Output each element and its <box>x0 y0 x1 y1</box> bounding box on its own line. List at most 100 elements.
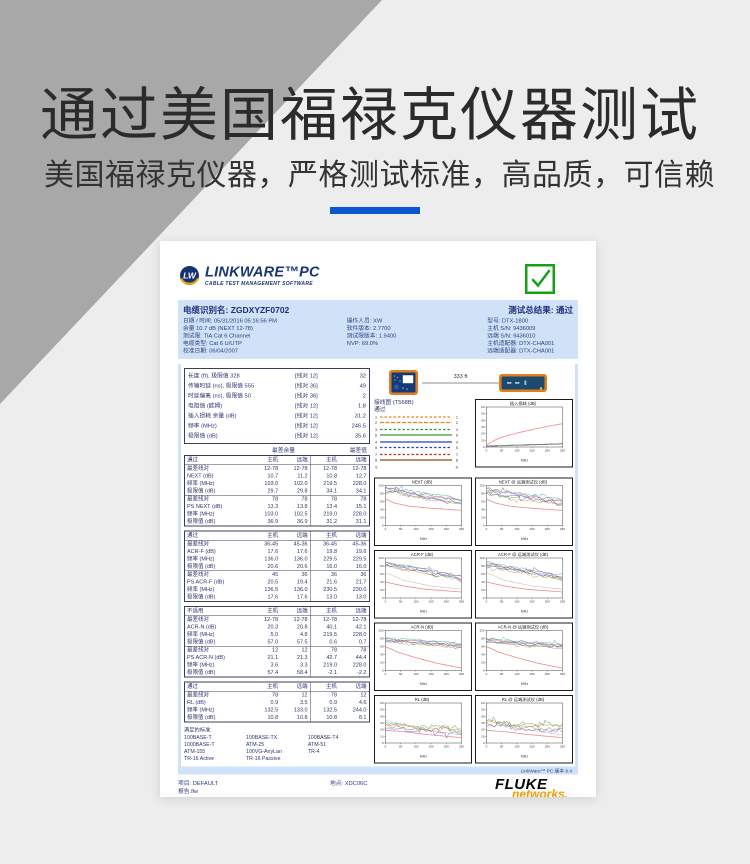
table-row: PS ACR-N (dB) 21.1 21.3 42.7 44.4 <box>187 654 367 662</box>
svg-text:250: 250 <box>560 449 565 453</box>
table-row: 极限值 (dB) [线对 12] 35.6 <box>188 433 366 439</box>
svg-text:0: 0 <box>382 596 384 600</box>
svg-text:200: 200 <box>545 449 550 453</box>
table-row: 频率 (MHz) [线对 12] 246.5 <box>188 423 366 429</box>
svg-text:60: 60 <box>380 500 384 504</box>
worst-value-label: 最差值 <box>349 447 367 454</box>
header-info-col2: 操作人员: XW 软件版本: 2.7700 测试限版本: 1.9400 NVP: 69… <box>347 318 487 356</box>
header-info-line: 主机适配器: DTX-CHA001 <box>487 340 555 347</box>
svg-text:60: 60 <box>481 572 485 576</box>
svg-text:40: 40 <box>380 580 384 584</box>
svg-text:250: 250 <box>560 527 565 531</box>
cable-id: 电缆识别名: ZGDXYZF0702 <box>183 305 290 316</box>
table-row: 频率 (MHz) 132.5 133.0 132.5 244.0 <box>187 706 367 714</box>
svg-text:200: 200 <box>545 672 550 676</box>
svg-text:50: 50 <box>399 600 403 604</box>
svg-text:5: 5 <box>456 446 458 450</box>
svg-text:50: 50 <box>500 527 504 531</box>
overall-result: 测试总结果: 通过 <box>508 305 573 316</box>
svg-text:200: 200 <box>545 600 550 604</box>
svg-text:3: 3 <box>375 428 377 432</box>
svg-text:100: 100 <box>378 556 383 560</box>
svg-text:100: 100 <box>479 556 484 560</box>
svg-text:50: 50 <box>399 672 403 676</box>
svg-text:150: 150 <box>530 672 535 676</box>
linkware-logo-icon: LW <box>178 264 201 290</box>
svg-text:1: 1 <box>375 416 377 420</box>
linkware-logo-text: LINKWARE™PC CABLE TEST MANAGEMENT SOFTWA… <box>205 264 320 287</box>
table-row: ACR-N (dB) 20.3 20.8 40.1 42.1 <box>187 623 367 631</box>
svg-text:2: 2 <box>456 421 458 425</box>
mini-chart: ACR-F @ 远端测试仪 (dB) 0 20 40 60 80 100 0 50 100 150 2… <box>475 550 573 619</box>
header-info-line: 主机 S/N: 9436009 <box>487 325 536 332</box>
svg-text:0: 0 <box>385 672 387 676</box>
banner-title: 通过美国福禄克仪器测试 <box>40 83 701 148</box>
version-note: LinkWare™ PC 版本 9.4 <box>520 768 572 775</box>
svg-text:20: 20 <box>380 728 384 732</box>
svg-text:20: 20 <box>481 728 485 732</box>
svg-text:50: 50 <box>380 708 384 712</box>
table-row: 频率 (MHz) 3.6 3.3 219.0 228.0 <box>187 661 367 669</box>
svg-text:80: 80 <box>380 637 384 641</box>
worst-labels: 最差余量 最差值 <box>184 444 370 455</box>
svg-text:30: 30 <box>380 721 384 725</box>
svg-text:MHz: MHz <box>420 682 427 686</box>
header-info-line: 软件版本: 2.7700 <box>346 325 391 332</box>
svg-text:7: 7 <box>375 453 377 457</box>
svg-text:250: 250 <box>459 600 464 604</box>
svg-text:100: 100 <box>479 484 484 488</box>
svg-text:S: S <box>375 466 378 470</box>
mini-chart: RL (dB) 0 10 20 30 40 50 60 0 50 100 150 200 250 MHz <box>374 695 472 764</box>
svg-text:MHz: MHz <box>521 755 528 759</box>
svg-text:6: 6 <box>375 434 377 438</box>
svg-text:20: 20 <box>481 588 485 592</box>
svg-text:ACR-F (dB): ACR-F (dB) <box>411 552 434 557</box>
result-table: 通过 主机 远端 主机 远端 最差线对 36-45 45-36 36-45 45-36 ACR-F … <box>184 530 370 602</box>
wiremap-status: 通过 <box>374 406 386 413</box>
svg-text:200: 200 <box>444 600 449 604</box>
svg-text:60: 60 <box>380 572 384 576</box>
header-info-line: 测试限: TIA Cat 6 Channel <box>183 333 251 339</box>
table-header-row: 通过 主机 远端 主机 远端 <box>185 531 369 541</box>
svg-text:0: 0 <box>483 524 485 528</box>
svg-text:7: 7 <box>456 453 458 457</box>
pass-checkmark-icon <box>525 264 555 294</box>
table-header-row: 不适用 主机 远端 主机 远端 <box>185 607 369 616</box>
table-row: 频率 (MHz) 103.0 102.5 219.0 228.0 <box>187 510 367 518</box>
table-row: PS NEXT (dB) 13.3 13.8 13.4 15.1 <box>187 503 367 511</box>
svg-text:1: 1 <box>456 416 458 420</box>
svg-text:5: 5 <box>375 446 377 450</box>
table-header-row: 通过 主机 远端 主机 远端 <box>185 456 369 465</box>
svg-text:40: 40 <box>481 508 485 512</box>
svg-text:10: 10 <box>380 734 384 738</box>
svg-text:100: 100 <box>514 600 519 604</box>
svg-text:200: 200 <box>444 527 449 531</box>
svg-text:2: 2 <box>375 421 377 425</box>
svg-text:60: 60 <box>380 645 384 649</box>
charts-grid: NEXT (dB) 0 20 40 60 80 100 0 50 100 150 200 250 MHz N… <box>374 477 573 764</box>
svg-text:250: 250 <box>459 527 464 531</box>
table-row: 最差线对 12-78 12-78 12-78 12-78 <box>187 465 367 473</box>
header-info-line: 型号: DTX-1800 <box>487 318 529 324</box>
mini-chart: ACR-N (dB) 0 20 40 60 80 100 0 50 100 150 200 250 MHz <box>374 622 472 691</box>
table-row: 最差线对 78 78 78 78 <box>185 495 369 503</box>
table-row: 频率 (MHz) 136.5 136.0 230.5 230.0 <box>187 586 367 594</box>
header-info-line: 日期 / 时间: 05/31/2016 05:16:56 PM <box>183 318 277 324</box>
svg-text:0: 0 <box>385 600 387 604</box>
svg-text:100: 100 <box>479 629 484 633</box>
svg-text:100: 100 <box>514 449 519 453</box>
standards-block: 满足的标准: 100BASE-T 1000BASE-T ATM-155 TR-16 A… <box>184 727 370 763</box>
svg-text:200: 200 <box>545 745 550 749</box>
report-logo-row: LW LINKWARE™PC CABLE TEST MANAGEMENT SOF… <box>178 263 578 296</box>
svg-text:50: 50 <box>500 449 504 453</box>
svg-text:50: 50 <box>500 672 504 676</box>
footer-report: 报告.flw <box>178 788 199 795</box>
svg-text:50: 50 <box>399 527 403 531</box>
svg-text:60: 60 <box>481 500 485 504</box>
svg-text:NEXT @ 远端测试仪 (dB): NEXT @ 远端测试仪 (dB) <box>499 479 548 486</box>
svg-text:50: 50 <box>481 708 485 712</box>
fluke-name: FLUKE <box>494 776 548 793</box>
test-report-paper: LW LINKWARE™PC CABLE TEST MANAGEMENT SOF… <box>160 241 596 797</box>
mini-chart: RL @ 远端测试仪 (dB) 0 10 20 30 40 50 60 0 50 100 150 200… <box>475 695 573 764</box>
